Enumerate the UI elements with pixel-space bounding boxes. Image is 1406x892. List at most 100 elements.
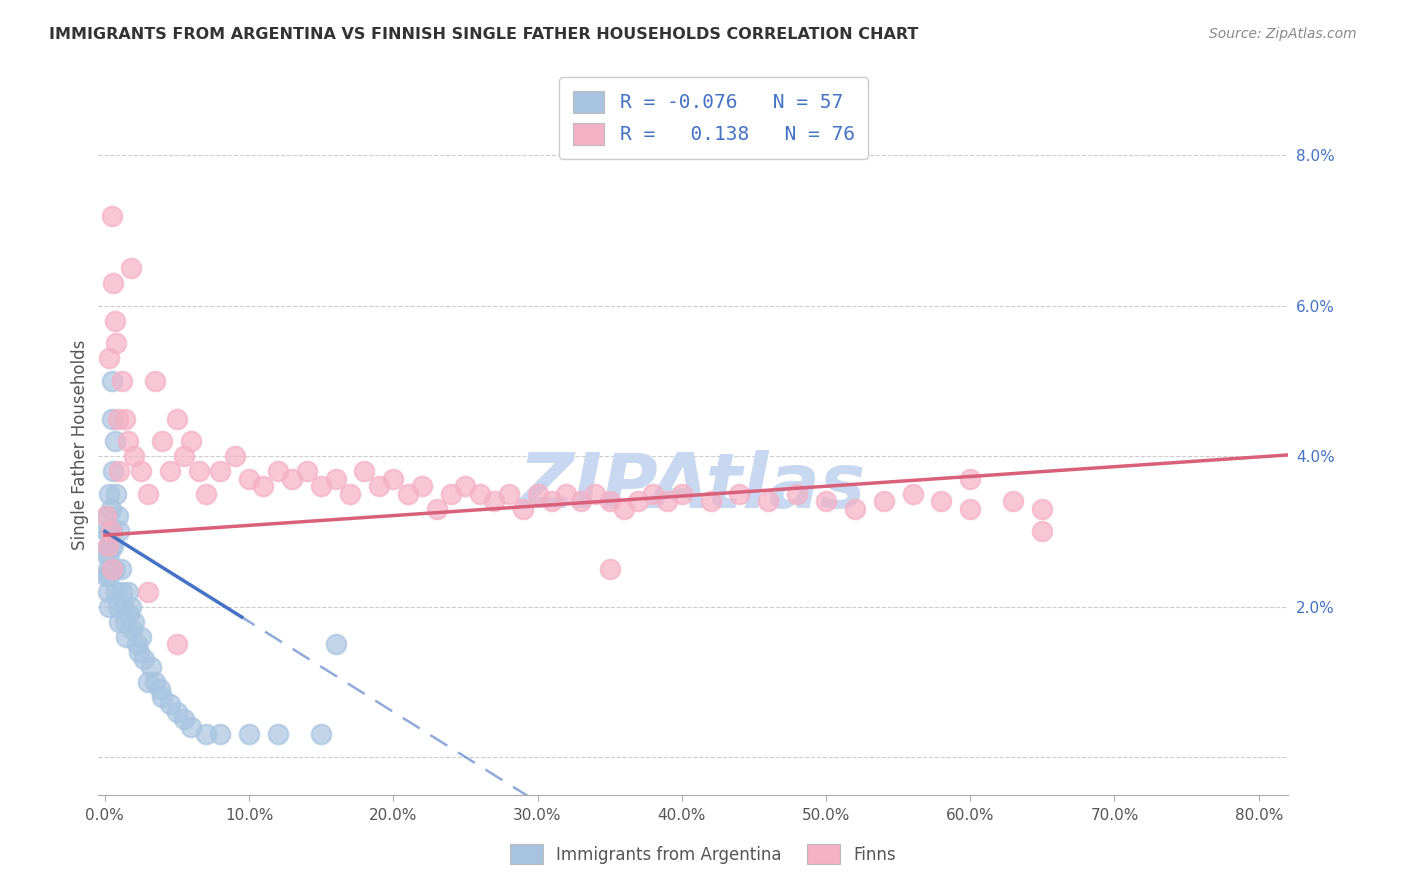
- Point: [194, 727, 217, 741]
- Point: [339, 487, 361, 501]
- Point: [699, 494, 721, 508]
- Point: [159, 698, 181, 712]
- Point: [555, 487, 578, 501]
- Point: [901, 487, 924, 501]
- Point: [353, 464, 375, 478]
- Point: [209, 727, 232, 741]
- Point: [512, 501, 534, 516]
- Point: [1031, 501, 1053, 516]
- Point: [98, 524, 121, 539]
- Point: [107, 509, 129, 524]
- Point: [657, 494, 679, 508]
- Legend: R = -0.076   N = 57, R =   0.138   N = 76: R = -0.076 N = 57, R = 0.138 N = 76: [560, 77, 869, 159]
- Point: [96, 524, 118, 539]
- Point: [97, 584, 120, 599]
- Point: [108, 615, 131, 629]
- Point: [143, 674, 166, 689]
- Point: [454, 479, 477, 493]
- Point: [152, 690, 174, 704]
- Point: [786, 487, 808, 501]
- Point: [526, 487, 548, 501]
- Point: [440, 487, 463, 501]
- Point: [125, 637, 148, 651]
- Point: [1002, 494, 1025, 508]
- Point: [96, 509, 118, 524]
- Point: [159, 464, 181, 478]
- Point: [599, 562, 621, 576]
- Point: [101, 411, 124, 425]
- Point: [108, 464, 131, 478]
- Point: [104, 434, 127, 449]
- Point: [325, 472, 347, 486]
- Point: [238, 472, 260, 486]
- Point: [105, 336, 128, 351]
- Point: [96, 547, 118, 561]
- Point: [468, 487, 491, 501]
- Point: [100, 524, 122, 539]
- Point: [180, 720, 202, 734]
- Point: [367, 479, 389, 493]
- Point: [132, 652, 155, 666]
- Point: [103, 276, 125, 290]
- Point: [166, 411, 188, 425]
- Point: [117, 584, 139, 599]
- Point: [252, 479, 274, 493]
- Point: [114, 615, 136, 629]
- Point: [149, 682, 172, 697]
- Point: [139, 659, 162, 673]
- Point: [117, 434, 139, 449]
- Point: [671, 487, 693, 501]
- Point: [97, 540, 120, 554]
- Point: [115, 630, 138, 644]
- Text: IMMIGRANTS FROM ARGENTINA VS FINNISH SINGLE FATHER HOUSEHOLDS CORRELATION CHART: IMMIGRANTS FROM ARGENTINA VS FINNISH SIN…: [49, 27, 918, 42]
- Point: [97, 509, 120, 524]
- Point: [98, 351, 121, 366]
- Point: [166, 705, 188, 719]
- Point: [498, 487, 520, 501]
- Legend: Immigrants from Argentina, Finns: Immigrants from Argentina, Finns: [503, 838, 903, 871]
- Point: [309, 479, 332, 493]
- Point: [325, 637, 347, 651]
- Point: [101, 562, 124, 576]
- Point: [112, 599, 135, 614]
- Point: [98, 487, 121, 501]
- Point: [267, 464, 290, 478]
- Point: [873, 494, 896, 508]
- Point: [959, 472, 981, 486]
- Point: [194, 487, 217, 501]
- Text: ZIPAtlas: ZIPAtlas: [519, 450, 866, 524]
- Point: [267, 727, 290, 741]
- Point: [756, 494, 779, 508]
- Point: [143, 374, 166, 388]
- Point: [931, 494, 953, 508]
- Point: [120, 599, 142, 614]
- Point: [101, 374, 124, 388]
- Point: [98, 547, 121, 561]
- Point: [101, 524, 124, 539]
- Point: [100, 501, 122, 516]
- Point: [136, 487, 159, 501]
- Point: [110, 562, 132, 576]
- Point: [187, 464, 209, 478]
- Point: [569, 494, 592, 508]
- Point: [111, 374, 134, 388]
- Point: [180, 434, 202, 449]
- Point: [613, 501, 636, 516]
- Point: [129, 464, 152, 478]
- Point: [814, 494, 837, 508]
- Point: [118, 607, 141, 621]
- Point: [238, 727, 260, 741]
- Point: [129, 630, 152, 644]
- Point: [120, 261, 142, 276]
- Point: [309, 727, 332, 741]
- Point: [136, 584, 159, 599]
- Point: [97, 562, 120, 576]
- Point: [105, 487, 128, 501]
- Point: [425, 501, 447, 516]
- Point: [108, 524, 131, 539]
- Point: [541, 494, 564, 508]
- Point: [166, 637, 188, 651]
- Point: [98, 599, 121, 614]
- Point: [583, 487, 606, 501]
- Point: [295, 464, 318, 478]
